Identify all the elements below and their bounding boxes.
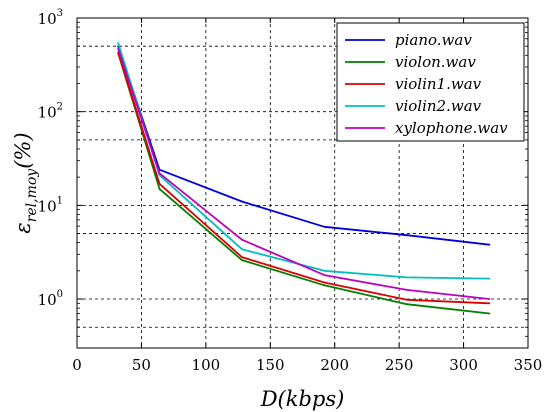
data-point: [241, 248, 243, 251]
data-point: [323, 269, 326, 272]
legend-item: piano.wav: [345, 31, 472, 49]
x-tick-label: 350: [514, 356, 543, 374]
series-line-violon-wav: [117, 53, 490, 315]
data-point: [405, 298, 408, 301]
data-point: [323, 274, 326, 277]
plot-area-frame: [76, 17, 529, 349]
legend-box: [336, 22, 525, 142]
x-tick-label: 200: [320, 356, 349, 374]
legend-item: xylophone.wav: [345, 119, 508, 137]
y-tick-label: 100: [38, 289, 63, 309]
data-point: [405, 234, 408, 237]
data-point: [158, 187, 161, 190]
data-point: [241, 259, 243, 262]
y-tick-exponent: 0: [57, 289, 63, 300]
data-point: [323, 225, 326, 228]
x-tick-label: 250: [385, 356, 414, 374]
data-point: [488, 243, 491, 246]
x-tick-label: 150: [256, 356, 285, 374]
series-lines: [117, 42, 491, 315]
legend-label: piano.wav: [395, 31, 472, 49]
x-tick-label: 50: [132, 356, 151, 374]
y-tick-exponent: 3: [57, 8, 63, 19]
x-axis-title: D(kbps): [260, 387, 345, 411]
y-tick-exponent: 1: [57, 195, 63, 206]
data-point: [488, 298, 491, 300]
series-line-violin1-wav: [117, 52, 490, 305]
legend-item: violin2.wav: [345, 97, 482, 115]
data-point: [241, 256, 243, 259]
data-point: [241, 238, 243, 241]
legend: piano.wav violon.wav violin1.wav violin2.wa…: [336, 22, 525, 142]
x-tick-label: 100: [192, 356, 221, 374]
y-tick-label: 101: [38, 195, 63, 215]
x-tick-label: 0: [72, 356, 82, 374]
data-point: [117, 47, 120, 50]
data-point: [117, 42, 120, 44]
data-point: [405, 276, 408, 279]
legend-label: violin2.wav: [395, 97, 482, 115]
data-point: [241, 200, 243, 203]
x-tick-label: 300: [449, 356, 478, 374]
legend-label: xylophone.wav: [395, 119, 508, 137]
data-point: [158, 172, 161, 175]
data-point: [158, 182, 161, 185]
data-point: [488, 302, 491, 305]
legend-label: violin1.wav: [395, 75, 482, 93]
data-point: [488, 277, 491, 280]
data-point: [323, 284, 326, 287]
data-point: [405, 289, 408, 291]
y-tick-label: 102: [38, 102, 63, 122]
legend-item: violin1.wav: [345, 75, 482, 93]
legend-label: violon.wav: [395, 53, 476, 71]
y-tick-label: 103: [38, 8, 63, 28]
series-line-piano-wav: [117, 45, 490, 246]
y-tick-exponent: 2: [57, 102, 63, 113]
legend-item: violon.wav: [345, 53, 476, 71]
y-axis-title: εrel,moy(%): [11, 132, 40, 233]
data-point: [323, 281, 326, 284]
series-line-xylophone-wav: [117, 48, 490, 300]
data-point: [488, 312, 491, 315]
data-point: [405, 303, 408, 306]
